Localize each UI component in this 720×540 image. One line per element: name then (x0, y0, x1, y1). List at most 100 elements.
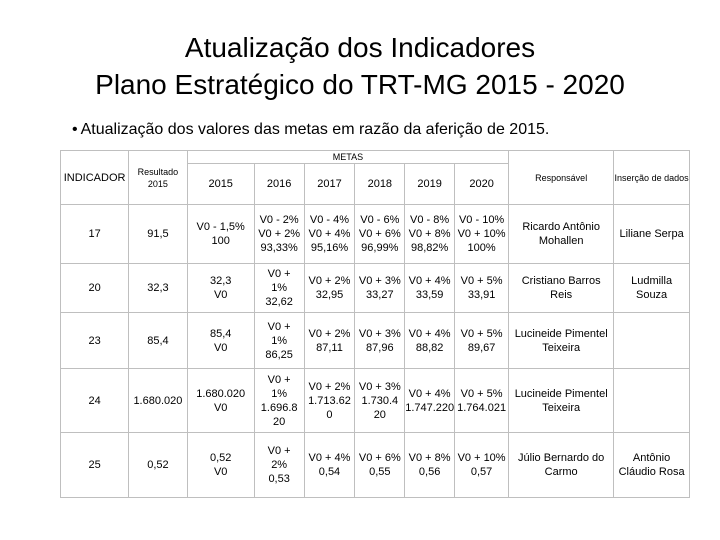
resultado-cell: 0,52 (128, 432, 188, 498)
meta-cell-2018: V0 + 3% 1.730.4 20 (354, 368, 406, 433)
table-years-row: 2015 2016 2017 2018 2019 2020 (61, 163, 690, 205)
meta-cell-2016: V0 +1% 86,25 (253, 312, 305, 369)
meta-cell-2017: V0 + 4% 0,54 (303, 432, 356, 498)
meta-line: 100% (467, 242, 496, 254)
meta-line: V0 - 8% (410, 214, 450, 226)
meta-line: V0 + 10% (457, 228, 506, 240)
meta-line: V0 + 2% (308, 380, 351, 393)
header-insercao: Inserção de dados (613, 150, 690, 205)
meta-line: 32,95 (315, 289, 344, 301)
meta-line: V0 + (267, 320, 291, 333)
meta-line: V0 - 1,5% (196, 221, 245, 233)
meta-line: V0 + 4% (408, 327, 451, 340)
meta-line: 1.747.220 (405, 401, 455, 414)
resultado-cell: 91,5 (128, 204, 188, 264)
bullet-text-row: • Atualização dos valores das metas em ra… (72, 120, 549, 140)
resultado-cell: 85,4 (128, 312, 188, 369)
meta-cell-2016: V0 - 2% V0 + 2% 93,33% (253, 204, 305, 264)
meta-line: 33,59 (415, 289, 444, 301)
meta-cell-2015: 1.680.020 V0 (186, 368, 255, 433)
meta-cell-2015: V0 - 1,5% 100 (186, 204, 255, 264)
insercao-cell: Liliane Serpa (613, 204, 690, 264)
meta-line: 0 (326, 408, 333, 421)
header-metas: METAS (186, 150, 510, 164)
indicators-table: INDICADOR Resultado 2015 METAS Responsáv… (59, 150, 690, 498)
meta-cell-2016: V0 +1% 1.696.8 20 (253, 368, 305, 433)
meta-line: V0 + 6% (358, 228, 401, 240)
responsavel-line: Cristiano Barros (521, 275, 601, 287)
meta-line: V0 + (267, 373, 291, 386)
meta-line: V0 + 3% (358, 380, 401, 393)
table-row: 24 1.680.020 1.680.020 V0 V0 +1% 1.696.8 20 V0 … (59, 368, 690, 433)
meta-line: 85,4 (209, 327, 232, 340)
meta-line: V0 + 5% (460, 327, 503, 340)
meta-cell-2015: 32,3 V0 (186, 263, 255, 313)
bullet-dot-icon: • (72, 121, 78, 138)
meta-line: V0 + 10% (457, 452, 506, 464)
meta-line: 32,3 (209, 275, 232, 287)
table-header-row: INDICADOR Resultado 2015 METAS Responsáv… (59, 150, 690, 205)
meta-line: V0 + 2% (308, 275, 351, 287)
meta-line: V0 + (267, 445, 291, 457)
meta-line: V0 + 5% (460, 275, 503, 287)
meta-cell-2015: 0,52 V0 (186, 432, 255, 498)
meta-line: V0 (213, 466, 228, 478)
meta-line: 1.764.021 (457, 401, 507, 414)
meta-line: 33,27 (366, 289, 394, 301)
meta-line: 1.696.8 (260, 401, 298, 414)
indicador-cell: 25 (59, 432, 130, 498)
meta-line: V0 (213, 341, 228, 354)
indicador-cell: 24 (59, 368, 130, 433)
meta-line: 0,56 (418, 466, 441, 478)
meta-cell-2020: V0 + 5% 33,91 (454, 263, 510, 313)
meta-line: 0,52 (209, 452, 232, 464)
meta-line: V0 + 4% (308, 228, 351, 240)
meta-line: 1% (271, 387, 288, 400)
table-row: 23 85,4 85,4 V0 V0 +1% 86,25 V0 + 2% 87,11 V0 + … (59, 312, 690, 369)
resultado-cell: 1.680.020 (128, 368, 188, 433)
meta-line: 96,99% (361, 242, 399, 254)
meta-cell-2019: V0 - 8% V0 + 8% 98,82% (404, 204, 456, 264)
meta-cell-2016: V0 + 1% 32,62 (253, 263, 305, 313)
responsavel-line: Júlio Bernardo do (518, 452, 605, 464)
insercao-cell (613, 368, 690, 433)
meta-cell-2017: V0 + 2% 32,95 (303, 263, 356, 313)
responsavel-line: Reis (550, 289, 573, 301)
meta-cell-2016: V0 + 2% 0,53 (253, 432, 305, 498)
meta-line: 32,62 (265, 296, 293, 308)
insercao-cell (613, 312, 690, 369)
meta-line: 1% (271, 334, 288, 347)
meta-line: 0,55 (369, 466, 391, 478)
meta-cell-2019: V0 + 4% 1.747.220 (404, 368, 456, 433)
meta-line: V0 + 2% (308, 327, 351, 340)
header-resultado: Resultado 2015 (128, 150, 188, 205)
meta-line: V0 + (267, 268, 291, 280)
meta-cell-2020: V0 + 10% 0,57 (454, 432, 510, 498)
meta-line: 1.713.62 (308, 394, 351, 407)
responsavel-line: Carmo (544, 466, 578, 478)
meta-line: V0 + 3% (358, 275, 401, 287)
meta-line: V0 (213, 289, 228, 301)
meta-cell-2020: V0 + 5% 1.764.021 (454, 368, 510, 433)
responsavel-line: Lucineide Pimentel (514, 387, 608, 400)
meta-cell-2017: V0 + 2% 87,11 (303, 312, 356, 369)
responsavel-line: Teixeira (542, 341, 581, 354)
responsavel-line: Teixeira (542, 401, 581, 414)
table-row: 25 0,52 0,52 V0 V0 +2% 0,53 V0 + 4% 0,54 V0 + 6%… (59, 432, 690, 498)
meta-line: 98,82% (410, 242, 449, 254)
responsavel-line: Lucineide Pimentel (514, 327, 608, 340)
indicador-cell: 20 (59, 263, 130, 313)
insercao-cell: Ludmilla Souza (613, 263, 690, 313)
meta-line: V0 + 4% (408, 275, 451, 287)
meta-line: V0 - 10% (458, 214, 505, 226)
meta-cell-2015: 85,4 V0 (186, 312, 255, 369)
meta-line: 100 (211, 235, 230, 247)
responsavel-cell: Lucineide Pimentel Teixeira (508, 312, 615, 369)
indicador-cell: 17 (59, 204, 130, 264)
meta-cell-2019: V0 + 4% 33,59 (404, 263, 456, 313)
slide-title-line-1: Atualização dos Indicadores (184, 32, 536, 63)
meta-line: V0 + 2% (258, 228, 301, 240)
meta-cell-2020: V0 + 5% 89,67 (454, 312, 510, 369)
responsavel-cell: Cristiano Barros Reis (508, 263, 615, 313)
meta-line: 87,11 (316, 341, 343, 354)
